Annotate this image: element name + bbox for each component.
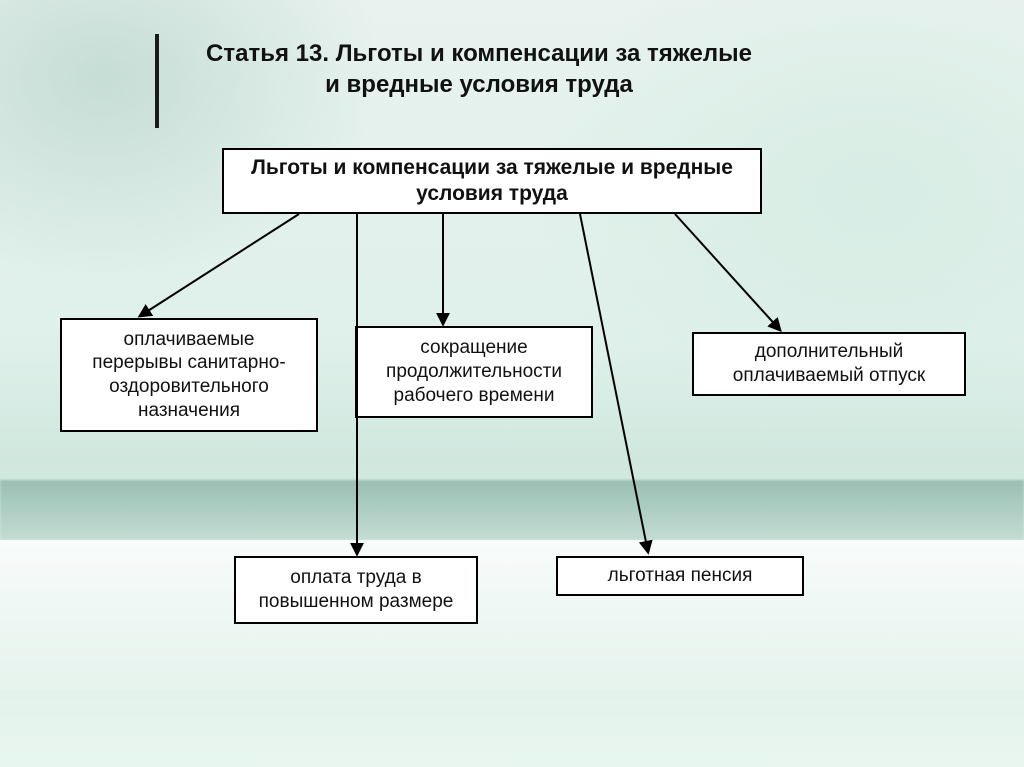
node-label: сокращение продолжительности рабочего вр… <box>371 336 577 407</box>
root-node: Льготы и компенсации за тяжелые и вредны… <box>222 148 762 214</box>
node-label: дополнительный оплачиваемый отпуск <box>708 340 950 388</box>
background-band-dark <box>0 480 1024 540</box>
node-n5: льготная пенсия <box>556 556 804 596</box>
background-band-white <box>0 540 1024 690</box>
node-label: оплата труда в повышенном размере <box>250 566 462 614</box>
node-n1: оплачиваемые перерывы санитарно-оздорови… <box>60 318 318 432</box>
root-node-label: Льготы и компенсации за тяжелые и вредны… <box>238 155 746 208</box>
title-block: Статья 13. Льготы и компенсации за тяжел… <box>155 34 759 128</box>
title-vertical-rule <box>155 34 159 128</box>
node-n4: оплата труда в повышенном размере <box>234 556 478 624</box>
node-n3: дополнительный оплачиваемый отпуск <box>692 332 966 396</box>
node-label: оплачиваемые перерывы санитарно-оздорови… <box>76 328 302 423</box>
page-title: Статья 13. Льготы и компенсации за тяжел… <box>199 34 759 128</box>
node-label: льготная пенсия <box>608 564 753 588</box>
node-n2: сокращение продолжительности рабочего вр… <box>355 326 593 418</box>
